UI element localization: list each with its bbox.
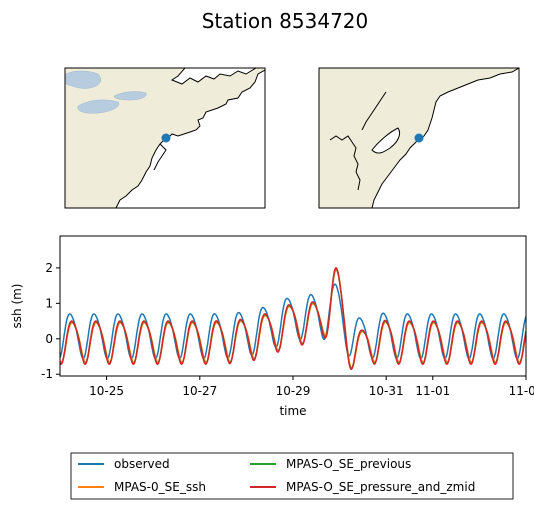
x-tick-label: 10-31 <box>369 384 404 398</box>
x-tick-label: 11-03 <box>509 384 534 398</box>
map-left-lake-small <box>113 91 147 101</box>
y-axis: -1 0 1 2 <box>41 261 60 381</box>
map-right <box>318 67 520 209</box>
map-right-station-marker <box>414 133 424 143</box>
map-right-coast-detail-1 <box>329 135 361 191</box>
x-axis: 10-25 10-27 10-29 10-31 11-01 11-03 <box>89 376 534 398</box>
legend-label: MPAS-O_SE_pressure_and_zmid <box>286 480 475 494</box>
figure-title: Station 8534720 <box>202 9 369 33</box>
x-tick-label: 10-27 <box>182 384 217 398</box>
map-right-frame <box>318 67 520 209</box>
y-tick-label: -1 <box>41 367 53 381</box>
y-axis-label: ssh (m) <box>10 284 24 329</box>
map-left-coast-detail <box>153 143 167 171</box>
legend-label: MPAS-0_SE_ssh <box>114 480 206 494</box>
map-right-coast-detail-2 <box>361 91 387 131</box>
series-lines <box>60 266 526 370</box>
map-left-lake-ontario <box>77 99 120 114</box>
legend-frame <box>70 452 514 500</box>
x-tick-label: 10-29 <box>276 384 311 398</box>
x-tick-label: 11-01 <box>415 384 450 398</box>
legend: observed MPAS-0_SE_ssh MPAS-O_SE_previous M… <box>70 452 514 500</box>
y-tick-label: 0 <box>45 332 53 346</box>
map-left-lake-erie <box>65 70 101 89</box>
legend-label: observed <box>114 457 170 471</box>
map-right-delaware-bay <box>371 127 401 154</box>
x-axis-label: time <box>279 404 306 418</box>
map-left-frame <box>64 67 266 209</box>
series-line-MPAS-O_SE_pressure_and_zmid <box>60 266 526 370</box>
timeseries-plot: -1 0 1 2 10-25 10-27 10-29 10-31 11-01 11-03 ssh… <box>10 235 534 418</box>
y-tick-label: 2 <box>45 261 53 275</box>
x-tick-label: 10-25 <box>89 384 124 398</box>
map-left-station-marker <box>161 133 171 143</box>
y-tick-label: 1 <box>45 296 53 310</box>
map-left <box>64 67 266 209</box>
legend-label: MPAS-O_SE_previous <box>286 457 411 471</box>
